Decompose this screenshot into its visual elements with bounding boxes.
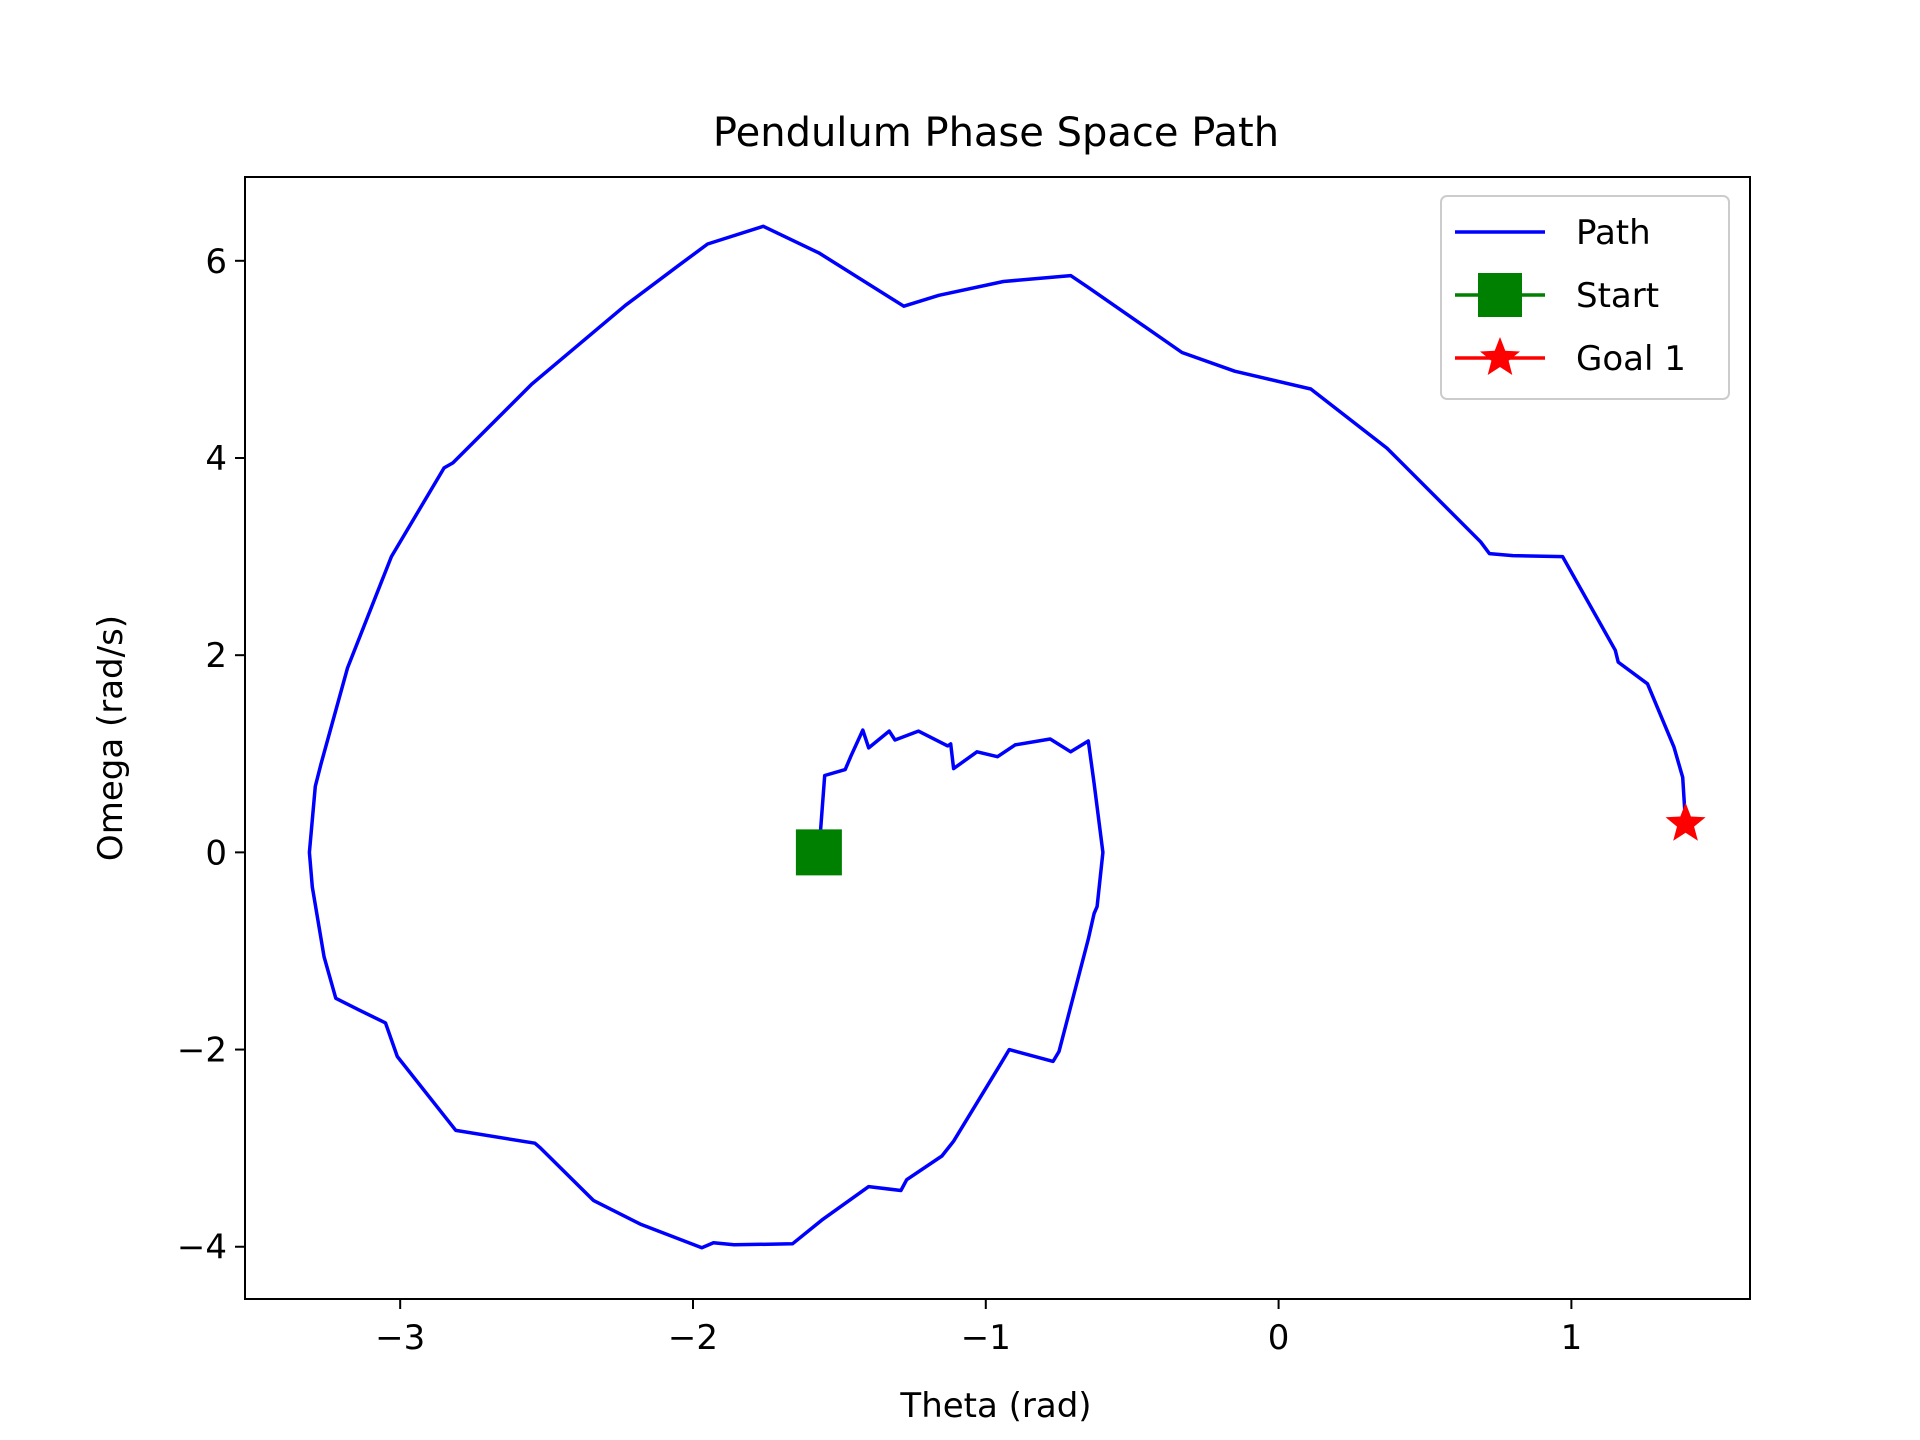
y-tick-label: 6 bbox=[205, 242, 227, 282]
x-tick-label: 1 bbox=[1561, 1318, 1583, 1358]
y-tick-label: −4 bbox=[177, 1228, 227, 1268]
legend-goal-label: Goal 1 bbox=[1576, 339, 1686, 379]
y-tick-label: −2 bbox=[177, 1031, 227, 1071]
y-tick-label: 2 bbox=[205, 636, 227, 676]
x-tick-label: −3 bbox=[375, 1318, 425, 1358]
y-tick-label: 0 bbox=[205, 833, 227, 873]
y-tick-label: 4 bbox=[205, 439, 227, 479]
start-marker bbox=[795, 829, 842, 876]
legend: Path Start Goal 1 bbox=[1440, 195, 1730, 400]
axes-frame bbox=[244, 176, 1751, 1300]
y-axis-ticks: −4 −2 0 2 4 6 bbox=[177, 242, 245, 1268]
legend-goal-marker bbox=[1480, 337, 1520, 375]
plot-area bbox=[307, 224, 1706, 1250]
x-axis-label: Theta (rad) bbox=[899, 1386, 1091, 1426]
goal-marker bbox=[1665, 802, 1706, 841]
x-tick-label: −2 bbox=[668, 1318, 718, 1358]
x-axis-ticks: −3 −2 −1 0 1 bbox=[375, 1299, 1582, 1358]
legend-start-label: Start bbox=[1576, 276, 1659, 316]
x-tick-label: −1 bbox=[961, 1318, 1011, 1358]
legend-path-label: Path bbox=[1576, 213, 1651, 253]
x-tick-label: 0 bbox=[1268, 1318, 1290, 1358]
legend-box bbox=[1440, 195, 1730, 400]
legend-start-marker bbox=[1478, 273, 1522, 317]
y-axis-label: Omega (rad/s) bbox=[91, 615, 131, 861]
series-path-line bbox=[307, 224, 1688, 1250]
chart-title: Pendulum Phase Space Path bbox=[713, 110, 1279, 156]
